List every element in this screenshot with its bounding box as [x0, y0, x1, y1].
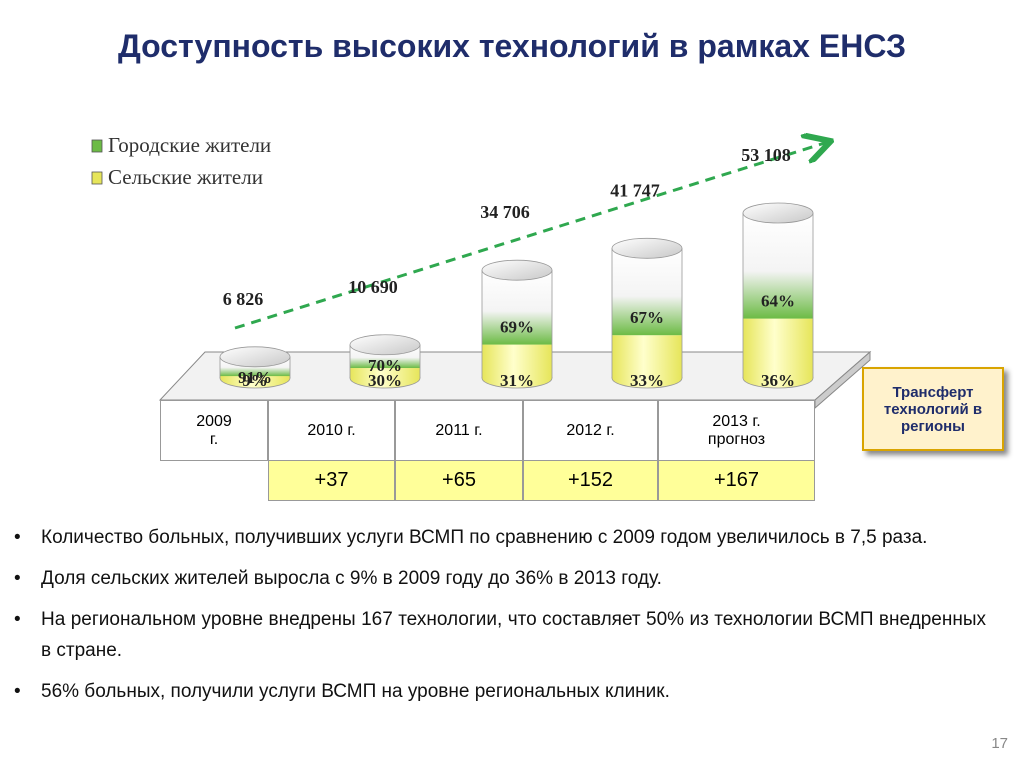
- category-cell: 2012 г.: [523, 400, 658, 461]
- rural-segment: [743, 318, 813, 378]
- rural-segment: [220, 376, 290, 378]
- category-cell: 2010 г.: [268, 400, 395, 461]
- cylinder-top: [742, 202, 814, 224]
- cylinder-outline: [481, 270, 553, 378]
- urban-label: 91%: [238, 368, 272, 387]
- increment-cell: +152: [523, 460, 658, 501]
- cylinder-top: [349, 334, 421, 356]
- legend-label: Городские жители: [108, 133, 271, 157]
- cylinder-outline: [349, 344, 421, 378]
- bullet: Количество больных, получивших услуги ВС…: [14, 522, 986, 553]
- rural-label: 30%: [368, 371, 402, 390]
- urban-segment: [743, 213, 813, 319]
- slide-title: Доступность высоких технологий в рамках …: [117, 28, 907, 64]
- total-label: 34 706: [480, 202, 530, 222]
- legend-swatch: [91, 139, 103, 153]
- callout: Трансферт технологий в регионы: [862, 367, 1004, 451]
- increment-cell: +65: [395, 460, 523, 501]
- cylinder-top: [611, 237, 683, 259]
- increment-cell: +37: [268, 460, 395, 501]
- cylinder-top: [481, 259, 553, 281]
- bullet: Доля сельских жителей выросла с 9% в 200…: [14, 563, 986, 594]
- rural-segment: [350, 368, 420, 378]
- platform-side: [814, 350, 871, 410]
- rural-label: 9%: [242, 371, 268, 390]
- legend-swatch: [91, 171, 103, 185]
- urban-segment: [482, 270, 552, 345]
- rural-segment: [612, 335, 682, 378]
- total-label: 10 690: [348, 277, 398, 297]
- rural-segment: [482, 344, 552, 378]
- total-label: 53 108: [741, 145, 791, 165]
- urban-label: 69%: [500, 318, 534, 337]
- rural-label: 33%: [630, 371, 664, 390]
- rural-label: 36%: [761, 371, 795, 390]
- chart: Городские жители Сельские жители 91%9% 6 82…: [91, 0, 872, 410]
- cylinder-outline: [219, 356, 291, 378]
- cylinder-outline: [611, 248, 683, 378]
- category-cell: 2009 г.: [160, 400, 268, 461]
- urban-label: 64%: [761, 292, 795, 311]
- cylinder-top: [219, 346, 291, 368]
- category-cell: 2011 г.: [395, 400, 523, 461]
- urban-label: 67%: [630, 308, 664, 327]
- legend-label: Сельские жители: [108, 165, 263, 189]
- bullet: На региональном уровне внедрены 167 техн…: [14, 604, 986, 666]
- page-number: 17: [991, 735, 1008, 752]
- increment-cell: +167: [658, 460, 815, 501]
- urban-label: 70%: [368, 356, 402, 375]
- bullet-list: Количество больных, получивших услуги ВС…: [14, 522, 986, 717]
- total-label: 6 826: [223, 289, 264, 309]
- urban-segment: [612, 248, 682, 336]
- category-cell: 2013 г. прогноз: [658, 400, 815, 461]
- total-label: 41 747: [610, 180, 660, 200]
- bullet: 56% больных, получили услуги ВСМП на уро…: [14, 676, 986, 707]
- rural-label: 31%: [500, 371, 534, 390]
- cylinder-outline: [742, 213, 814, 378]
- trend-arrow: [234, 142, 828, 330]
